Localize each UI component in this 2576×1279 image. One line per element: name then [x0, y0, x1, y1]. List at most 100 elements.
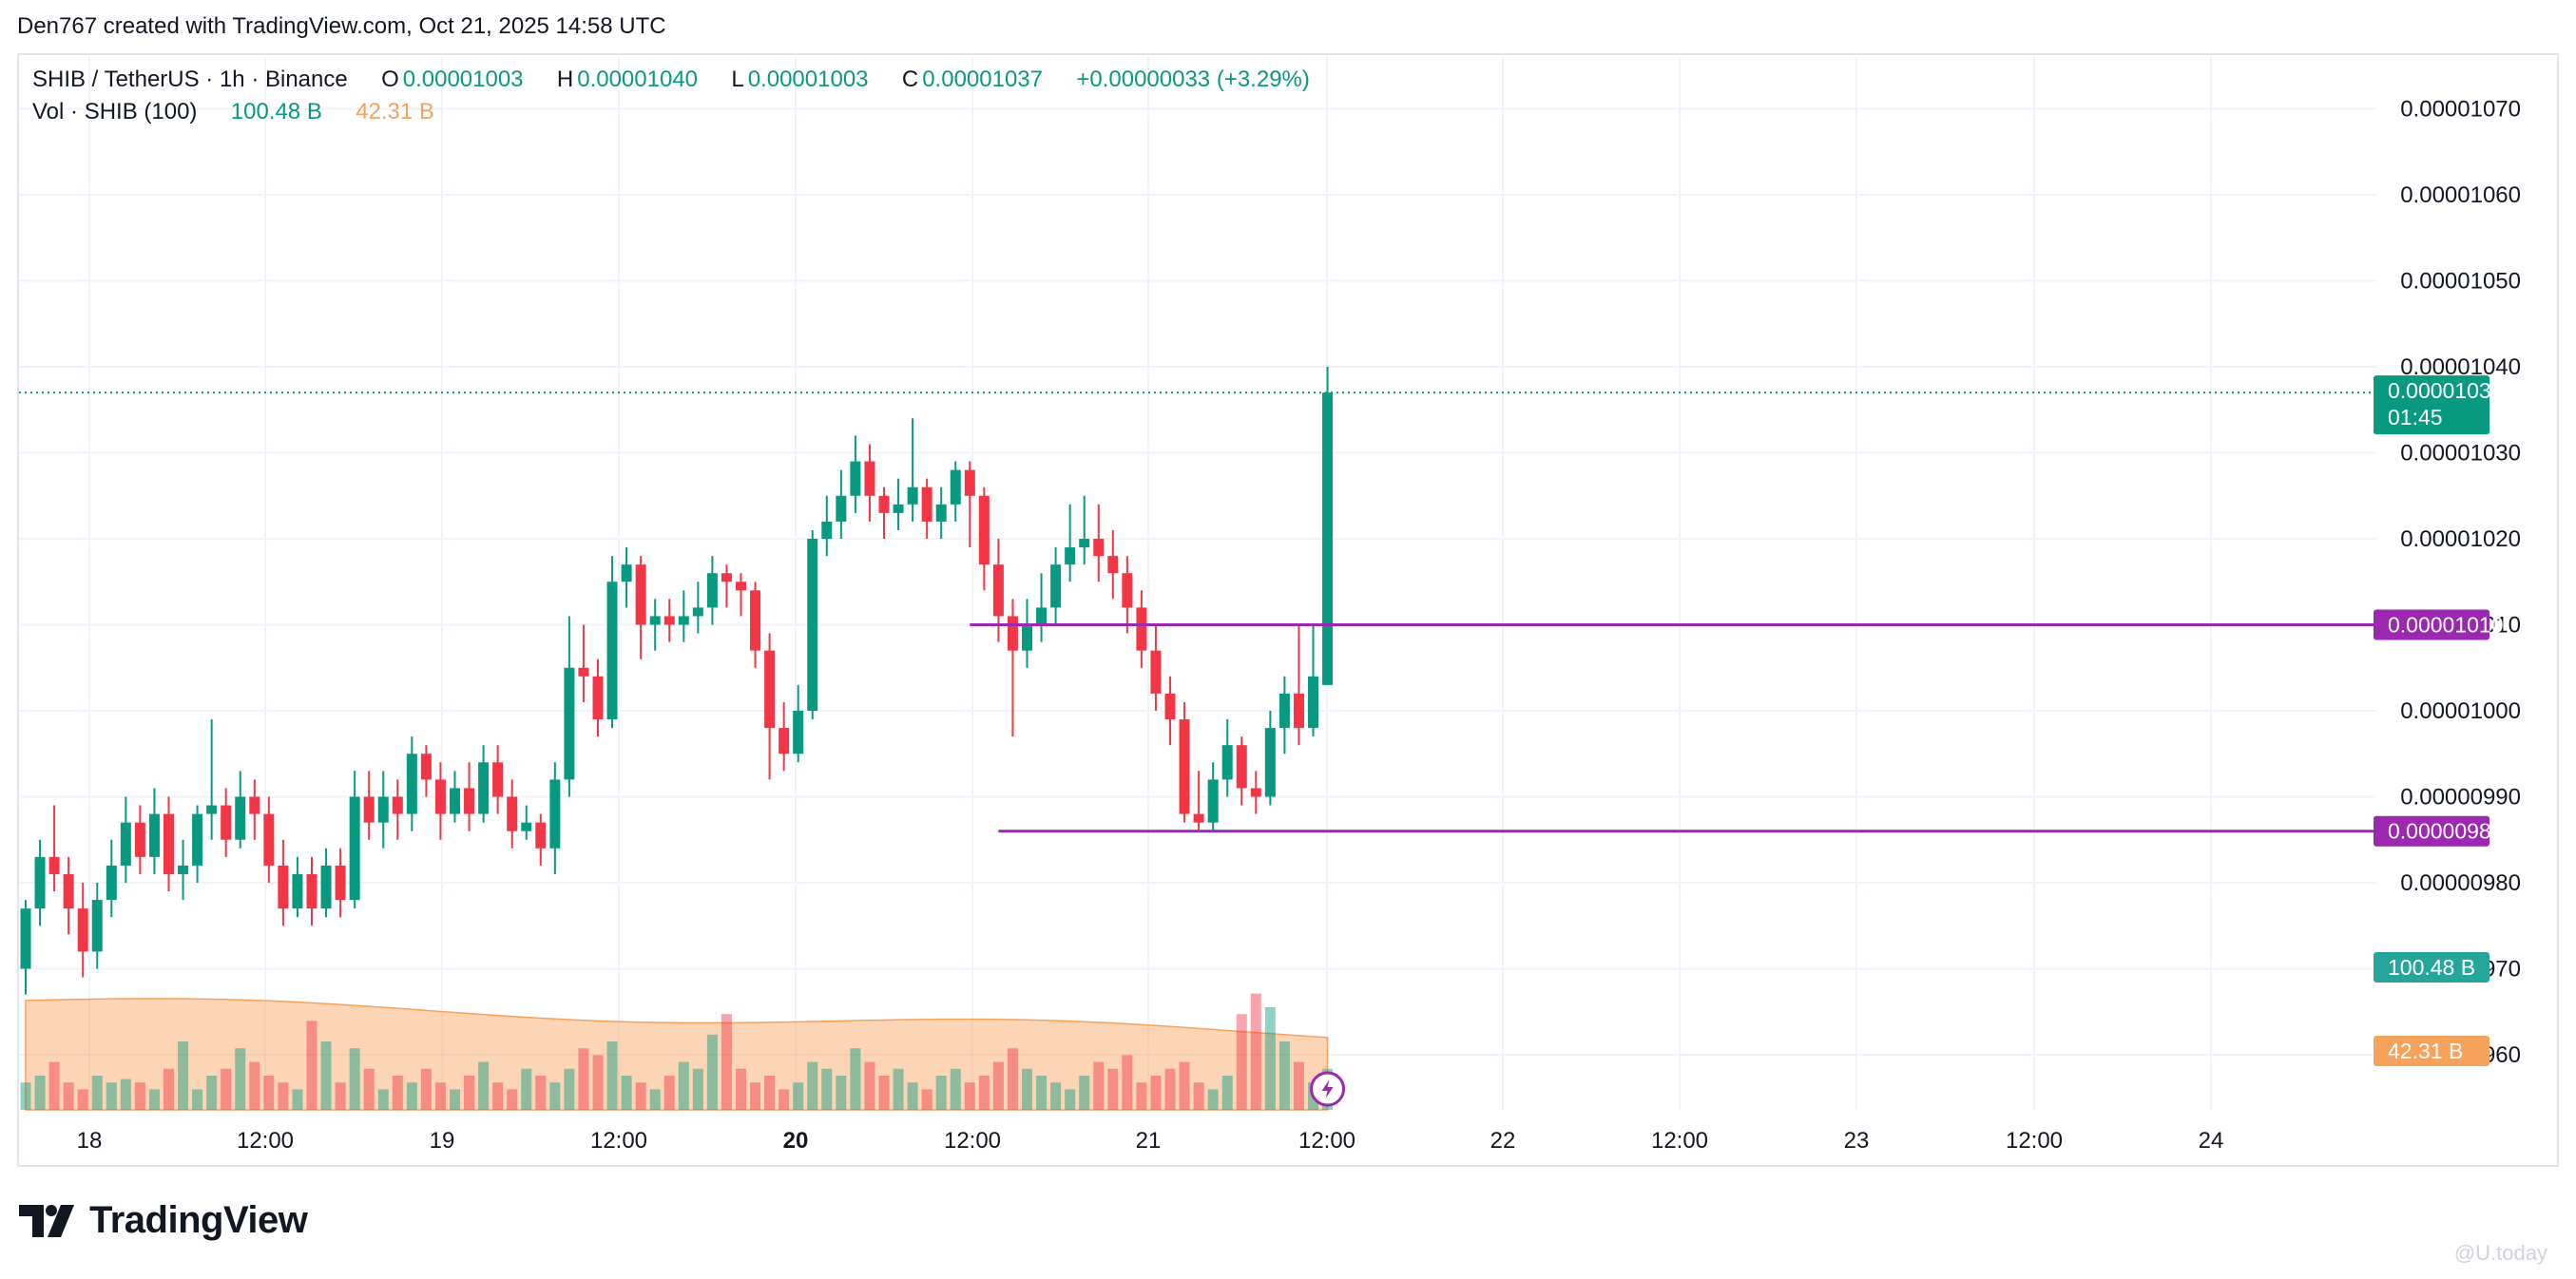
candle-body [91, 900, 103, 952]
candle-body [507, 796, 518, 831]
x-tick-label: 23 [1844, 1128, 1870, 1154]
symbol-label[interactable]: SHIB / TetherUS · 1h · Binance [32, 67, 348, 92]
candle-body [535, 822, 547, 849]
volume-bar [434, 1082, 446, 1110]
candle-body [1207, 779, 1219, 823]
volume-bar [807, 1061, 818, 1110]
volume-value: 100.48 B [230, 99, 322, 124]
volume-bar [1278, 1041, 1290, 1110]
candle-body [893, 504, 904, 513]
candle-body [120, 822, 131, 866]
candle-body [1179, 719, 1190, 814]
x-tick-label: 18 [77, 1128, 103, 1154]
volume-bar [450, 1089, 460, 1110]
candle-body [964, 469, 975, 496]
volume-ma-value: 42.31 B [356, 99, 434, 124]
volume-bar [1107, 1068, 1119, 1110]
candle-body [1079, 539, 1090, 548]
candle-body [178, 865, 189, 874]
last-price-badge-text: 01:45 [2388, 405, 2443, 430]
volume-bar [1022, 1068, 1032, 1110]
candle-body [836, 495, 847, 522]
volume-ma-area [25, 998, 1329, 1111]
volume-bar [950, 1068, 961, 1110]
volume-bar [878, 1076, 890, 1110]
volume-bar [1207, 1089, 1219, 1110]
volume-bar [736, 1068, 746, 1110]
candle-body [106, 865, 117, 901]
volume-bar [278, 1082, 289, 1110]
volume-bar [750, 1082, 761, 1110]
candle-body [935, 504, 947, 522]
level-price-badge: 0.00001010 [2374, 609, 2504, 640]
candle-body [592, 676, 604, 720]
volume-indicator-label[interactable]: Vol · SHIB (100) [32, 99, 198, 124]
volume-bar [249, 1061, 260, 1110]
volume-bar [564, 1068, 575, 1110]
high-value: 0.00001040 [577, 67, 699, 92]
volume-badge-bg [2374, 952, 2489, 983]
candle-body [1278, 693, 1290, 729]
candle-body [335, 865, 346, 901]
volume-bar [349, 1048, 360, 1110]
volume-bar [206, 1076, 218, 1110]
candle-body [249, 796, 260, 814]
tradingview-logo[interactable]: TradingView [19, 1199, 308, 1242]
candle-body [1050, 564, 1062, 608]
candle-body [764, 650, 776, 729]
close-label: C [901, 67, 919, 92]
candle-body [921, 487, 932, 522]
volume-bar [320, 1041, 332, 1110]
volume-bar [148, 1089, 160, 1110]
volume-bar [420, 1068, 432, 1110]
volume-bar [363, 1068, 375, 1110]
volume-badge-text: 100.48 B [2388, 955, 2475, 980]
y-tick-label: 0.00001070 [2400, 97, 2521, 123]
volume-bar [377, 1089, 389, 1110]
candle-body [292, 873, 303, 909]
candle-body [606, 582, 618, 720]
candle-body [1264, 728, 1276, 797]
volume-bar [1136, 1082, 1147, 1110]
volume-bar [663, 1076, 675, 1110]
candle-body [1150, 650, 1162, 694]
level-price-badge-bg [2374, 609, 2489, 640]
candle-body [850, 461, 861, 496]
volume-bar [263, 1076, 275, 1110]
level-price-badge-bg [2374, 815, 2489, 847]
chart-frame[interactable] [17, 53, 2559, 1167]
volume-bar [77, 1089, 88, 1110]
candle-body [1136, 607, 1147, 651]
volume-bar [1193, 1082, 1204, 1110]
volume-bar [606, 1041, 618, 1110]
y-tick-label: 0.00001030 [2400, 441, 2521, 467]
volume-bar [306, 1021, 317, 1110]
volume-bar [764, 1076, 776, 1110]
candle-body [736, 582, 746, 591]
candle-body [349, 796, 360, 901]
candle-body [1308, 676, 1318, 729]
y-tick-label: 0.00001020 [2400, 526, 2521, 552]
x-tick-label: 24 [2199, 1128, 2224, 1154]
candle-body [492, 762, 504, 797]
volume-bar [1065, 1089, 1076, 1110]
volume-bar [1036, 1076, 1048, 1110]
candle-body [992, 564, 1004, 617]
candle-body [48, 856, 60, 874]
candle-body [1007, 616, 1018, 651]
attribution-text: Den767 created with TradingView.com, Oct… [17, 13, 666, 39]
volume-bar [48, 1061, 60, 1110]
candle-body [878, 495, 890, 513]
candle-body [392, 796, 403, 814]
candle-body [34, 856, 46, 909]
candle-body [1236, 745, 1247, 789]
candle-body [621, 564, 632, 582]
candle-body [779, 728, 790, 754]
volume-bar [521, 1068, 532, 1110]
candle-body [1322, 392, 1334, 685]
candle-body [578, 667, 589, 677]
candle-body [950, 469, 961, 505]
